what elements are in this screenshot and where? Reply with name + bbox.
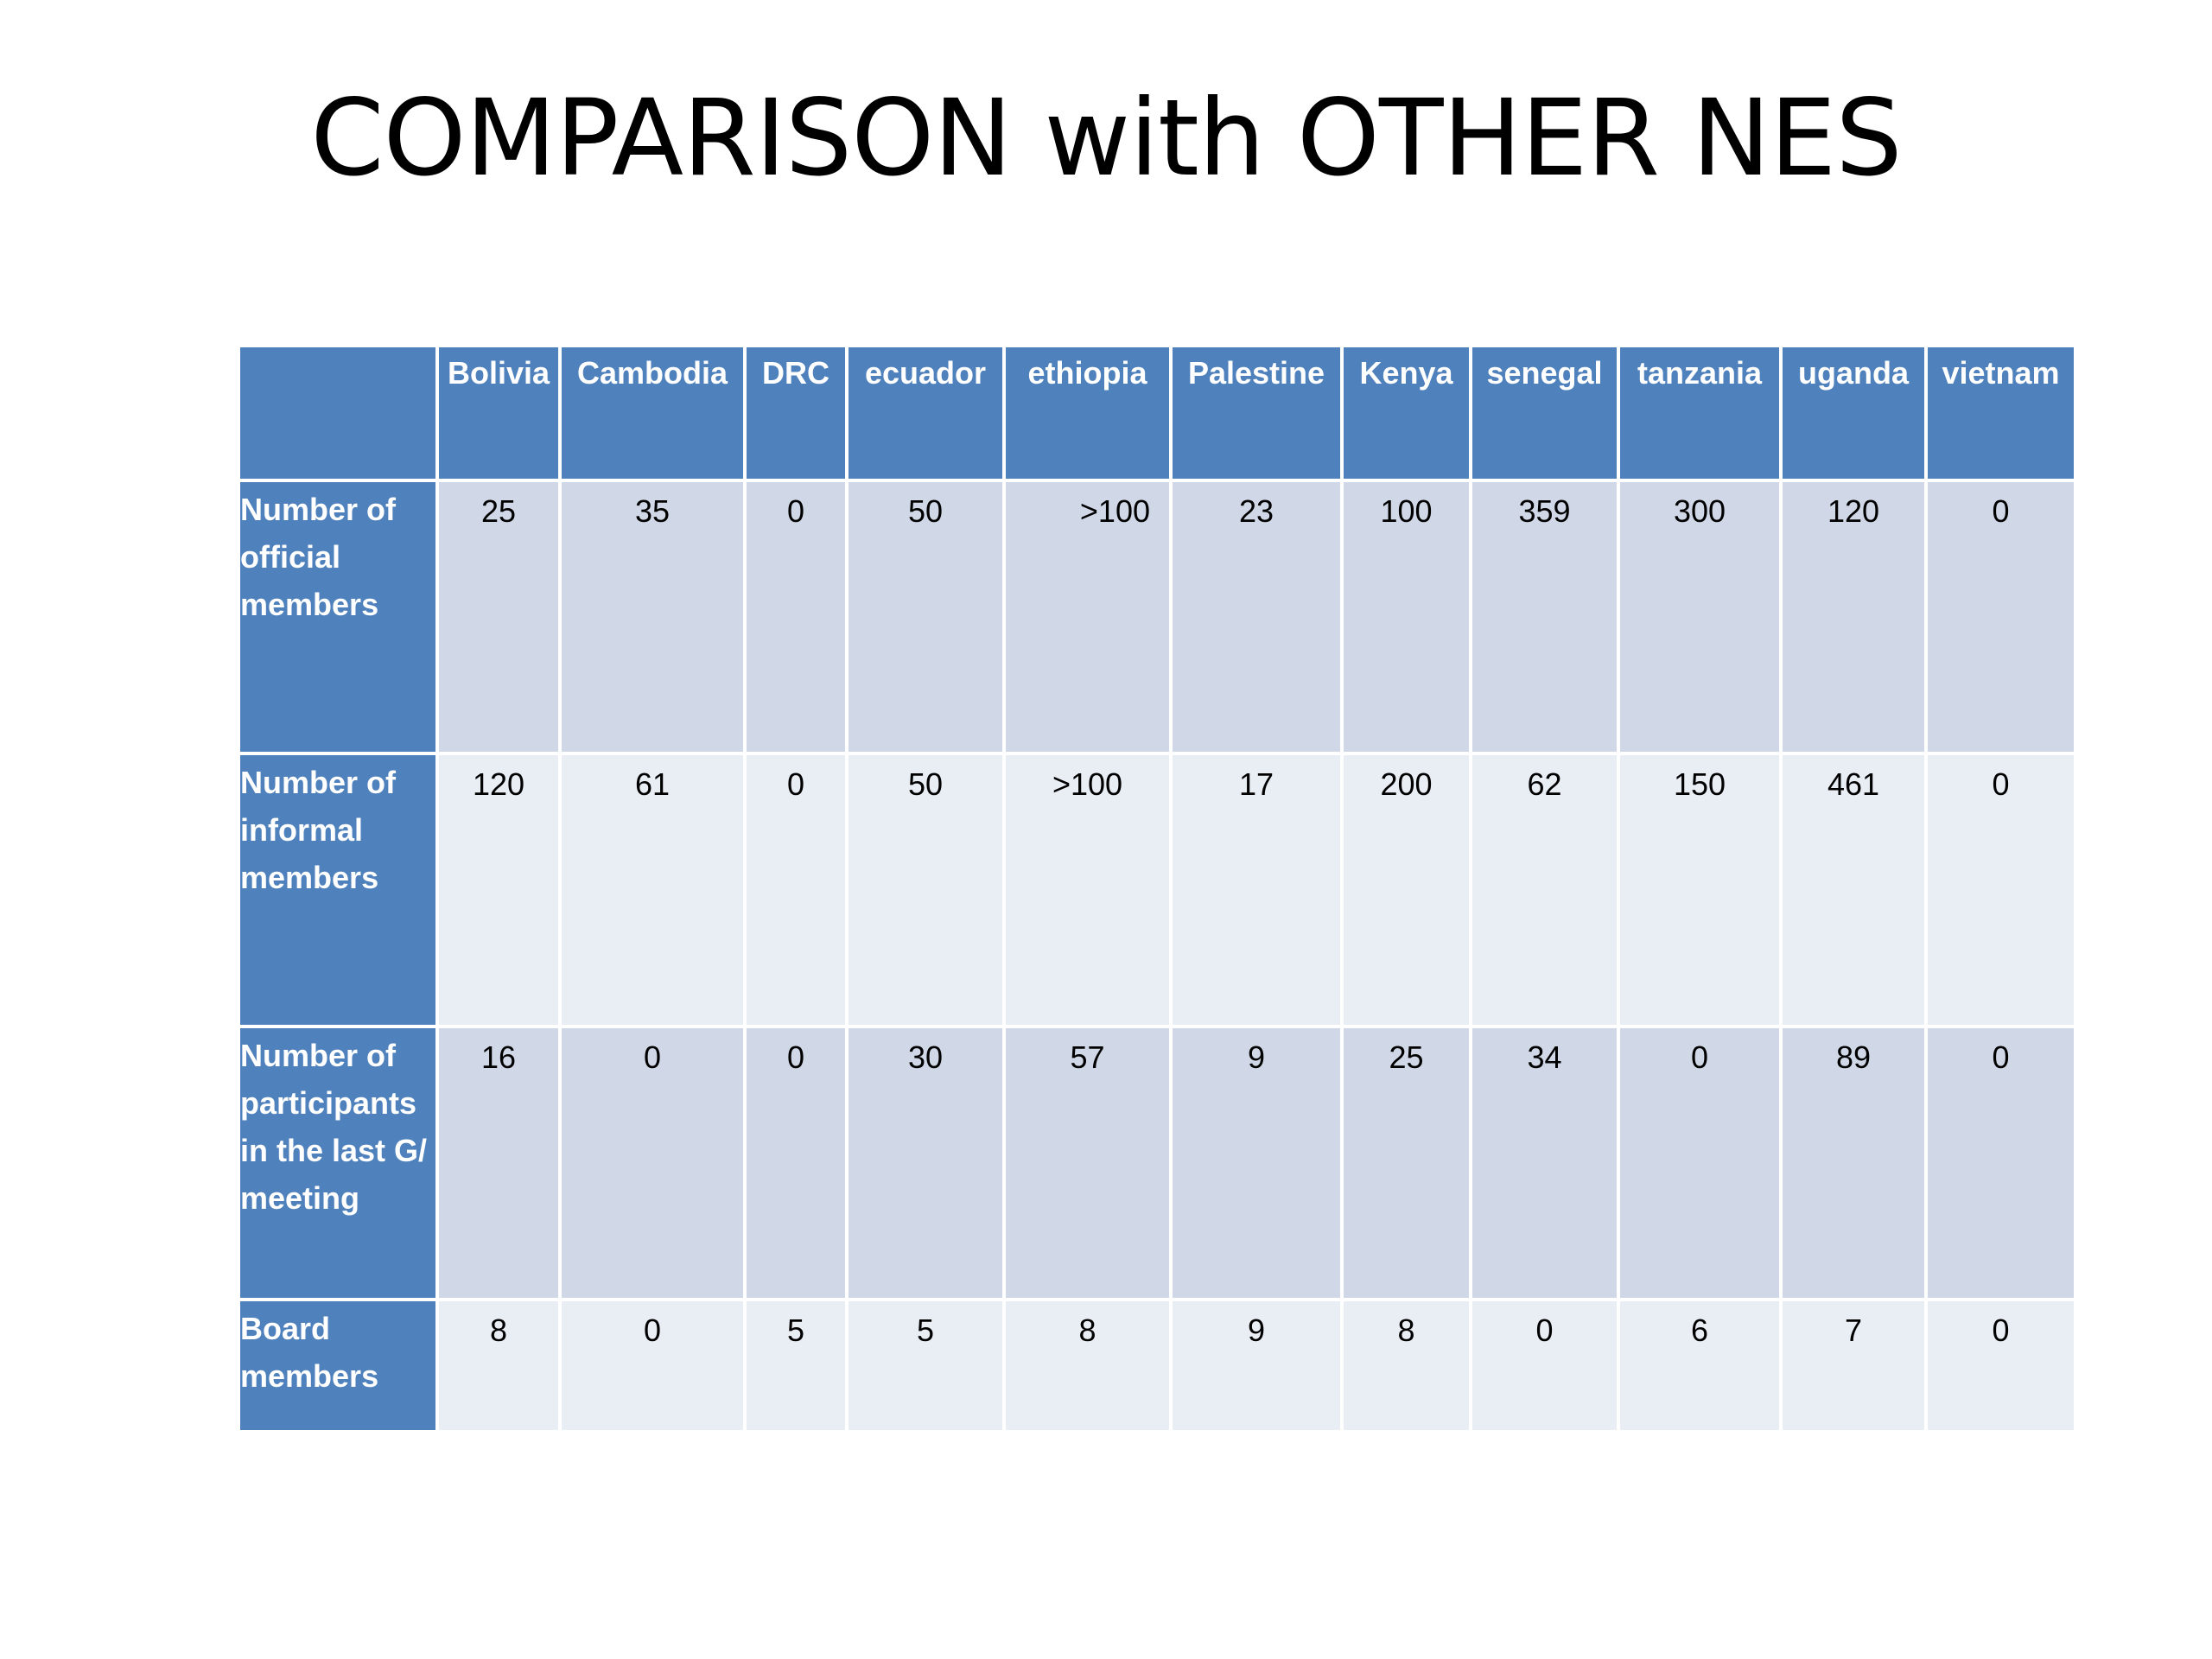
table-header-row: Bolivia Cambodia DRC ecuador ethiopia Pa… [237,344,2077,482]
table-cell: 8 [1002,1298,1173,1433]
table-cell: 89 [1779,1025,1928,1301]
table-cell: 61 [558,752,747,1028]
table-cell: 25 [1340,1025,1472,1301]
table-cell: 50 [845,752,1006,1028]
table-cell: 300 [1617,479,1783,755]
table-cell: 30 [845,1025,1006,1301]
table-cell: 57 [1002,1025,1173,1301]
table-cell: 34 [1469,1025,1620,1301]
table-cell: 359 [1469,479,1620,755]
table-row: Number of informal members 120 61 0 50 >… [237,752,2077,1028]
table-cell: 0 [558,1298,747,1433]
table-cell: 8 [1340,1298,1472,1433]
table-cell: 0 [1617,1025,1783,1301]
table-cell: 9 [1169,1298,1344,1433]
table-cell: 150 [1617,752,1783,1028]
table-cell: 0 [1924,1298,2077,1433]
table-cell: 17 [1169,752,1344,1028]
column-header: ecuador [845,344,1006,482]
table-cell: >100 [1002,479,1173,755]
table-cell: 62 [1469,752,1620,1028]
table-cell: 100 [1340,479,1472,755]
column-header: vietnam [1924,344,2077,482]
table-cell: 0 [558,1025,747,1301]
column-header: Cambodia [558,344,747,482]
table-cell: 200 [1340,752,1472,1028]
column-header: tanzania [1617,344,1783,482]
table-cell: 5 [743,1298,849,1433]
table-cell: 50 [845,479,1006,755]
column-header: Bolivia [435,344,562,482]
row-header: Number of official members [237,479,439,755]
table-cell: 0 [1924,752,2077,1028]
row-header: Board members [237,1298,439,1433]
table-cell: 0 [743,752,849,1028]
table-cell: 23 [1169,479,1344,755]
table-row: Number of participants in the last G/ me… [237,1025,2077,1301]
table-cell: 0 [743,1025,849,1301]
table-cell: 5 [845,1298,1006,1433]
table-cell: 35 [558,479,747,755]
row-header: Number of participants in the last G/ me… [237,1025,439,1301]
comparison-table: Bolivia Cambodia DRC ecuador ethiopia Pa… [237,344,2077,1433]
table-cell: 9 [1169,1025,1344,1301]
table-row: Number of official members 25 35 0 50 >1… [237,479,2077,755]
column-header: senegal [1469,344,1620,482]
table-cell: 120 [435,752,562,1028]
slide-title: COMPARISON with OTHER NES [310,77,1902,200]
column-header: Kenya [1340,344,1472,482]
table-cell: 7 [1779,1298,1928,1433]
table-cell: 6 [1617,1298,1783,1433]
table-cell: 0 [1924,479,2077,755]
table-cell: >100 [1002,752,1173,1028]
column-header: Palestine [1169,344,1344,482]
table-cell: 461 [1779,752,1928,1028]
table-cell: 0 [1469,1298,1620,1433]
table-cell: 8 [435,1298,562,1433]
table-cell: 0 [1924,1025,2077,1301]
table-cell: 16 [435,1025,562,1301]
column-header: uganda [1779,344,1928,482]
table-cell: 25 [435,479,562,755]
table-row: Board members 8 0 5 5 8 9 8 0 6 7 0 [237,1298,2077,1433]
row-header: Number of informal members [237,752,439,1028]
table-cell: 120 [1779,479,1928,755]
column-header: ethiopia [1002,344,1173,482]
table-corner-cell [237,344,439,482]
table-cell: 0 [743,479,849,755]
column-header: DRC [743,344,849,482]
